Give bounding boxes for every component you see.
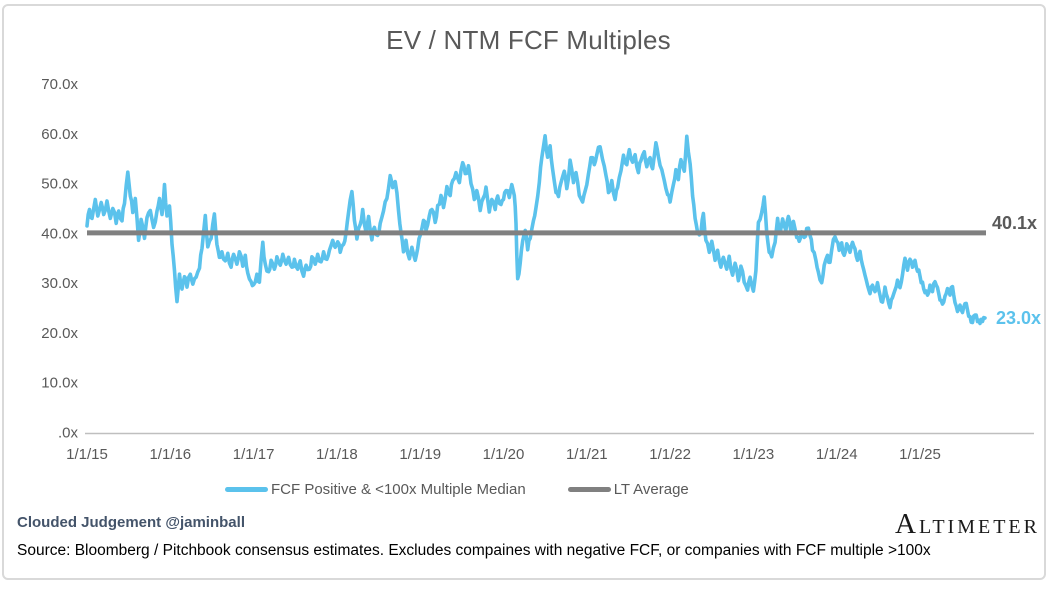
x-axis-tick-label: 1/1/20 [483,446,525,463]
x-axis-tick-label: 1/1/25 [899,446,941,463]
legend-label-fcf-median: FCF Positive & <100x Multiple Median [271,481,526,498]
y-axis-tick-label: 30.0x [41,275,78,292]
y-axis-tick-label: 40.0x [41,225,78,242]
y-axis-tick-label: 60.0x [41,126,78,143]
x-axis-tick-label: 1/1/15 [66,446,108,463]
y-axis-tick-label: .0x [58,425,79,442]
x-axis-tick-label: 1/1/22 [649,446,691,463]
legend-line-swatch-blue [225,487,268,492]
legend-line-swatch-gray [567,487,611,492]
fcf-median-line [85,134,987,326]
y-axis-tick-label: 50.0x [41,176,78,193]
x-axis-tick-label: 1/1/19 [399,446,441,463]
y-axis-tick-label: 70.0x [41,76,78,93]
x-axis-tick-label: 1/1/23 [733,446,775,463]
credit-line: Clouded Judgement @jaminball [17,514,245,531]
x-axis-tick-label: 1/1/16 [149,446,191,463]
chart-title: EV / NTM FCF Multiples [386,25,671,55]
altimeter-logo: Altimeter [895,508,1040,540]
lt-average-value-label: 40.1x [992,213,1038,233]
y-axis-tick-label: 10.0x [41,375,78,392]
last-value-label: 23.0x [996,308,1042,328]
legend: FCF Positive & <100x Multiple Median LT … [225,481,689,498]
source-line: Source: Bloomberg / Pitchbook consensus … [17,542,931,559]
y-axis-tick-label: 20.0x [41,325,78,342]
legend-item-fcf-median: FCF Positive & <100x Multiple Median [225,481,526,498]
plot-area: 70.0x 60.0x 50.0x 40.0x 30.0x 20.0x 10.0x .0x 1/… [41,76,1034,463]
x-axis-tick-label: 1/1/17 [233,446,275,463]
x-axis-tick-label: 1/1/24 [816,446,858,463]
x-axis-tick-label: 1/1/18 [316,446,358,463]
x-axis-tick-label: 1/1/21 [566,446,608,463]
legend-label-lt-average: LT Average [613,481,689,498]
legend-item-lt-average: LT Average [567,481,689,498]
